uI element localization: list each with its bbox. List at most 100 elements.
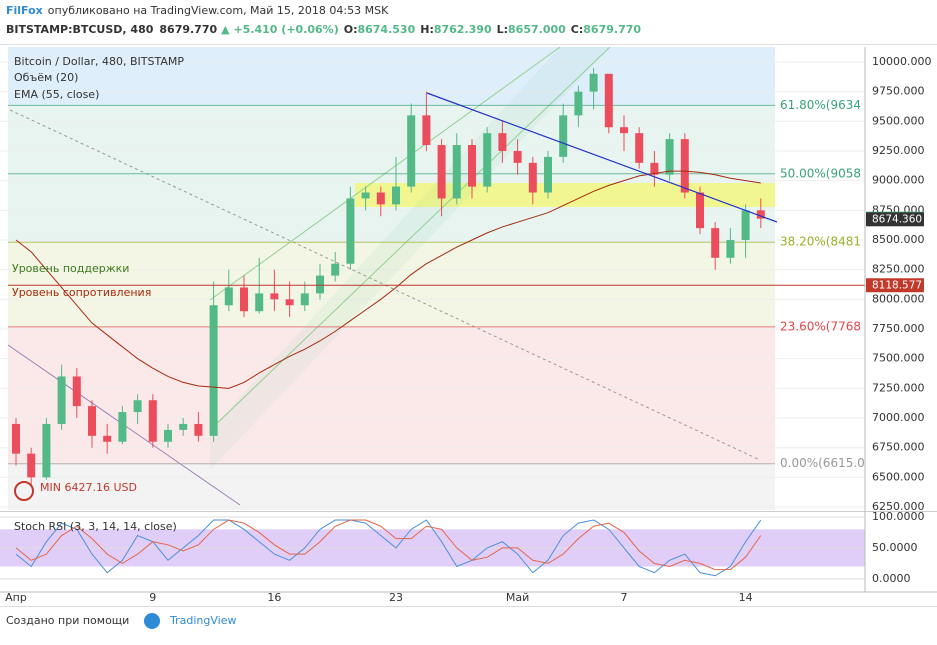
candle-body (376, 192, 385, 205)
candle-body (285, 299, 294, 306)
resistance-label: Уровень сопротивления (12, 286, 151, 299)
stoch-pane: 100.0000 50.0000 0.0000 (0, 510, 925, 585)
candle-body (148, 400, 157, 442)
main-pane (0, 47, 865, 510)
fib-label: 38.20%(8481 (780, 235, 861, 249)
x-tick-label: 14 (739, 591, 753, 604)
candle-body (346, 198, 355, 264)
ohlc-key: L: (497, 23, 508, 36)
fib-label: 61.80%(9634 (780, 98, 861, 112)
candle-body (331, 263, 340, 276)
candle-body (88, 406, 96, 436)
candle-body (27, 453, 36, 478)
legend-main: Bitcoin / Dollar, 480, BITSTAMP (14, 55, 184, 68)
candle-body (300, 293, 309, 306)
candle-body (72, 376, 81, 407)
candle-body (316, 275, 324, 294)
fib-zone (8, 463, 775, 510)
y-tick-label: 8000.000 (872, 292, 925, 305)
price-label-box (866, 278, 924, 293)
channel-line (209, 46, 611, 431)
candle-body (635, 133, 644, 163)
candle-body (513, 150, 522, 163)
price-label: 8674.360 (872, 213, 922, 225)
ohlc-key: H: (420, 23, 434, 36)
candle-body (528, 162, 537, 193)
stoch-line (15, 519, 762, 577)
fib-zone (8, 326, 775, 464)
min-marker (14, 481, 34, 501)
y-tick-label: 8250.000 (872, 263, 925, 276)
candle-body (741, 210, 750, 240)
candle-body (680, 139, 689, 193)
candle-body (437, 145, 446, 199)
channel (210, 47, 610, 470)
candle-body (361, 192, 370, 199)
x-tick-label: 23 (389, 591, 403, 604)
y-tick-label: 7500.000 (872, 352, 925, 365)
candle-body (696, 192, 704, 229)
candle-body (452, 145, 461, 199)
candle-body (57, 376, 66, 424)
divider (0, 606, 937, 607)
legend-volume: Объём (20) (14, 71, 78, 84)
candle-body (483, 133, 492, 187)
x-tick-label: Апр (5, 591, 27, 604)
footer-brand[interactable]: TradingView (169, 614, 236, 627)
y-tick-label: 0.0000 (872, 572, 911, 585)
candle-body (726, 239, 735, 258)
candle-body (574, 91, 583, 116)
ema-line (15, 170, 761, 389)
candle-body (756, 210, 765, 219)
candle-body (103, 435, 112, 442)
candle-body (133, 400, 142, 413)
fib-zone (8, 105, 775, 174)
stoch-line (15, 519, 762, 571)
candle-body (589, 73, 598, 92)
y-tick-label: 7750.000 (872, 322, 925, 335)
ohlc-key: O: (344, 23, 358, 36)
candle-body (224, 287, 233, 306)
y-tick-label: 100.0000 (872, 510, 925, 523)
author: FilFox (6, 4, 43, 17)
candle-body (209, 305, 218, 436)
candle-body (42, 423, 51, 478)
y-tick-label: 6250.000 (872, 500, 925, 513)
candle-body (544, 156, 552, 193)
candle-body (604, 73, 613, 128)
fib-label: 0.00%(6615.0 (780, 456, 865, 470)
support-label: Уровень поддержки (12, 262, 129, 275)
candle-body (179, 423, 188, 430)
fib-label: 50.00%(9058 (780, 166, 861, 180)
y-tick-label: 6750.000 (872, 441, 925, 454)
candle-body (270, 293, 279, 300)
x-tick-label: Май (506, 591, 529, 604)
y-tick-label: 7250.000 (872, 381, 925, 394)
y-tick-label: 9000.000 (872, 174, 925, 187)
candle-body (194, 423, 203, 436)
ohlc-value: 8674.530 (357, 23, 415, 36)
y-tick-label: 9750.000 (872, 85, 925, 98)
price-label: 8118.577 (872, 279, 922, 291)
blue-trend-line (426, 92, 778, 223)
x-tick-label: 9 (149, 591, 156, 604)
candle-body (620, 127, 628, 134)
ohlc-key: C: (571, 23, 583, 36)
y-tick-label: 9250.000 (872, 144, 925, 157)
ohlc-value: 8679.770 (583, 23, 641, 36)
candle-body (255, 293, 264, 312)
candle-body (240, 287, 248, 312)
ohlc-value: 8762.390 (434, 23, 492, 36)
divider (0, 511, 937, 512)
min-label: MIN 6427.16 USD (40, 481, 137, 494)
candle-body (392, 186, 400, 205)
y-tick-label: 6500.000 (872, 470, 925, 483)
x-tick-label: 7 (621, 591, 628, 604)
y-tick-label: 50.0000 (872, 541, 918, 554)
candle-body (422, 115, 431, 146)
candle-body (711, 228, 720, 258)
candle-body (665, 139, 674, 175)
candle-body (650, 162, 659, 175)
y-tick-label: 10000.000 (872, 55, 932, 68)
